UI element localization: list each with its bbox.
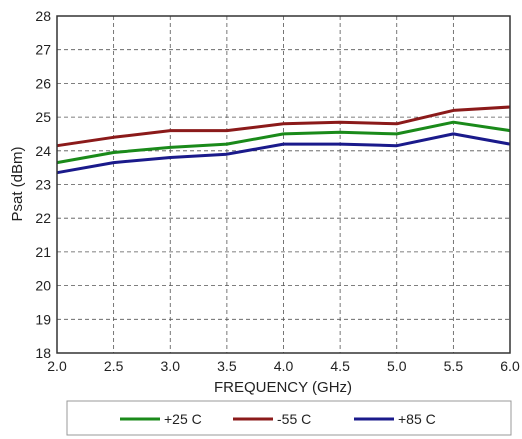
series-lines — [56, 105, 511, 175]
x-tick-label: 2.5 — [104, 358, 124, 374]
y-tick-label: 28 — [35, 8, 51, 24]
legend-label: +85 C — [398, 411, 436, 427]
plot-frame — [56, 15, 511, 354]
x-tick-label: 4.0 — [274, 358, 294, 374]
x-tick-label: 3.5 — [217, 358, 237, 374]
x-tick-label: 6.0 — [500, 358, 520, 374]
y-tick-label: 25 — [35, 109, 51, 125]
x-axis-label: FREQUENCY (GHz) — [214, 379, 352, 396]
series-line — [56, 132, 511, 175]
y-tick-labels: 18 19 20 21 22 23 24 25 26 27 28 — [35, 8, 51, 361]
x-tick-label: 5.0 — [387, 358, 407, 374]
y-tick-label: 18 — [35, 345, 51, 361]
legend-label: -55 C — [277, 411, 311, 427]
series-line — [56, 120, 511, 165]
y-tick-label: 26 — [35, 75, 51, 91]
legend-items: +25 C -55 C +85 C — [120, 411, 436, 427]
x-tick-label: 2.0 — [47, 358, 67, 374]
y-tick-label: 20 — [35, 278, 51, 294]
y-tick-label: 19 — [35, 311, 51, 327]
y-tick-label: 22 — [35, 210, 51, 226]
y-tick-label: 24 — [35, 143, 51, 159]
y-tick-label: 23 — [35, 177, 51, 193]
y-tick-label: 21 — [35, 244, 51, 260]
legend-label: +25 C — [164, 411, 202, 427]
x-tick-labels: 2.0 2.5 3.0 3.5 4.0 4.5 5.0 5.5 6.0 — [47, 358, 520, 374]
x-tick-label: 3.0 — [161, 358, 181, 374]
series-line — [56, 105, 511, 148]
x-tick-label: 4.5 — [330, 358, 350, 374]
x-tick-label: 5.5 — [444, 358, 464, 374]
legend: +25 C -55 C +85 C — [66, 400, 512, 436]
y-tick-label: 27 — [35, 42, 51, 58]
grid — [57, 16, 510, 353]
y-axis-label: Psat (dBm) — [9, 146, 26, 221]
